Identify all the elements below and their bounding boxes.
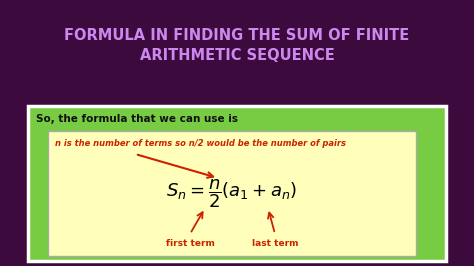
- Text: FORMULA IN FINDING THE SUM OF FINITE: FORMULA IN FINDING THE SUM OF FINITE: [64, 28, 410, 44]
- Bar: [28, 106, 446, 261]
- Text: last term: last term: [252, 239, 298, 248]
- Text: $S_n = \dfrac{n}{2}\left(a_1 + a_n\right)$: $S_n = \dfrac{n}{2}\left(a_1 + a_n\right…: [166, 178, 298, 210]
- Text: first term: first term: [165, 239, 214, 248]
- Text: So, the formula that we can use is: So, the formula that we can use is: [36, 114, 238, 124]
- Text: ARITHMETIC SEQUENCE: ARITHMETIC SEQUENCE: [140, 48, 334, 64]
- Text: n is the number of terms so n/2 would be the number of pairs: n is the number of terms so n/2 would be…: [55, 139, 346, 148]
- Bar: [48, 131, 416, 256]
